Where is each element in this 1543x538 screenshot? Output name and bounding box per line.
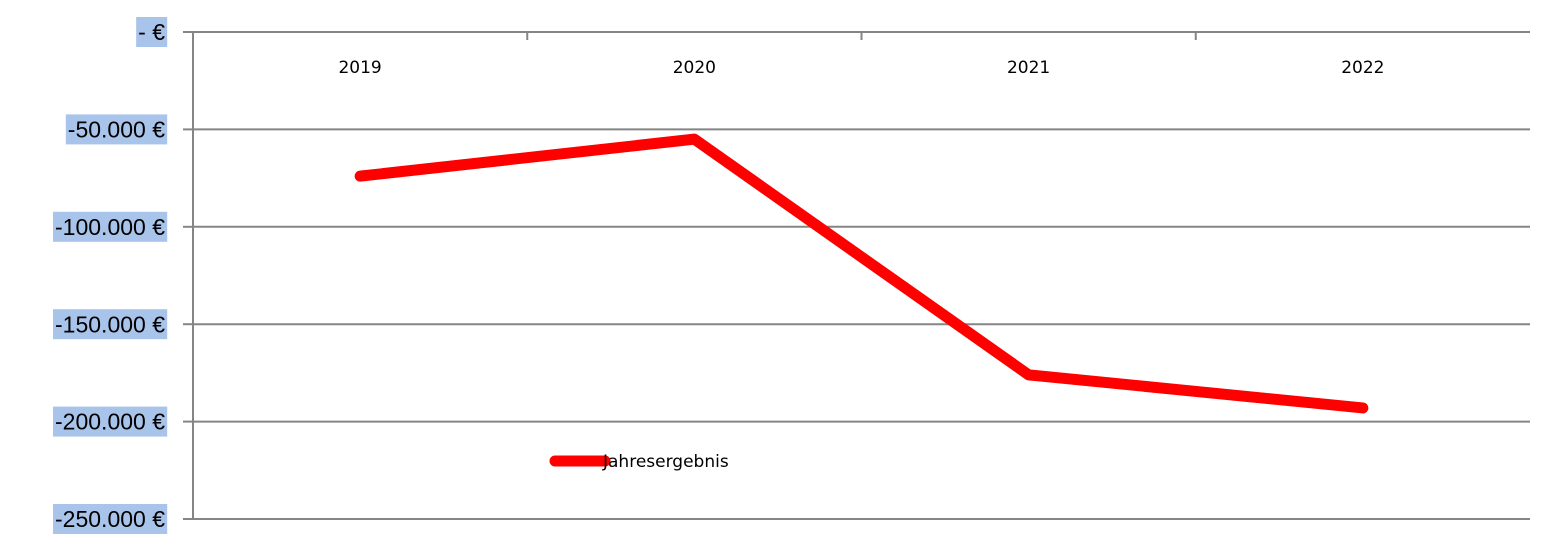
y-tick-label: -250.000 € bbox=[55, 506, 165, 532]
x-tick-label: 2021 bbox=[1007, 58, 1050, 78]
y-tick-label-bg bbox=[53, 211, 168, 242]
legend-label: Jahresergebnis bbox=[602, 452, 729, 472]
y-tick-label-bg bbox=[136, 17, 168, 47]
tick-label-backgrounds bbox=[53, 17, 168, 534]
y-tick-label: -200.000 € bbox=[55, 409, 165, 435]
y-tick-label: -150.000 € bbox=[55, 311, 165, 337]
y-tick-label-bg bbox=[53, 406, 168, 437]
y-tick-label: - € bbox=[138, 19, 165, 45]
y-tick-label-bg bbox=[53, 504, 168, 534]
x-tick-label: 2019 bbox=[338, 58, 381, 78]
x-tick-label: 2022 bbox=[1341, 58, 1384, 78]
y-tick-label-bg bbox=[65, 114, 168, 145]
y-tick-label: -50.000 € bbox=[68, 116, 165, 142]
y-tick-label: -100.000 € bbox=[55, 214, 165, 240]
line bbox=[354, 133, 1369, 414]
x-tick-label: 2020 bbox=[673, 58, 716, 78]
y-tick-label-bg bbox=[53, 309, 168, 340]
